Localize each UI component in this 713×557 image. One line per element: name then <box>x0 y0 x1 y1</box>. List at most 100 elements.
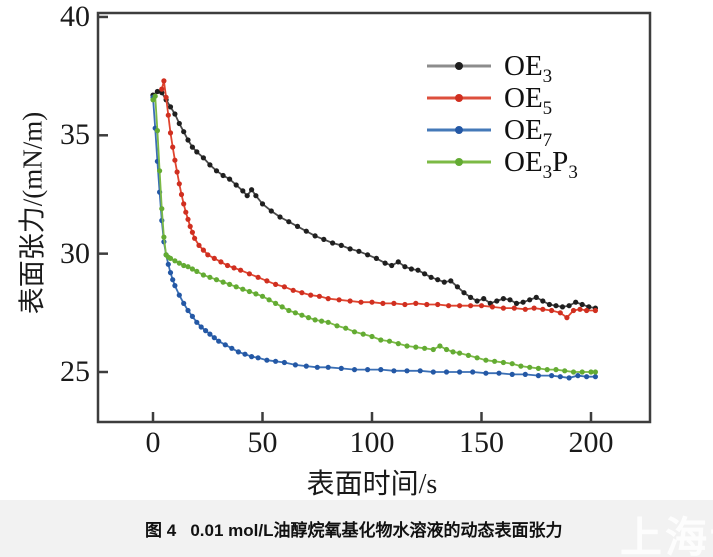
data-point-marker <box>189 144 195 150</box>
data-point-marker <box>249 354 255 360</box>
data-point-marker <box>454 284 460 290</box>
x-tick-label: 200 <box>568 426 614 459</box>
data-point-marker <box>347 298 353 304</box>
legend-label: OE5 <box>504 82 553 119</box>
data-point-marker <box>159 90 165 96</box>
data-point-marker <box>351 329 358 335</box>
data-point-marker <box>402 301 408 308</box>
data-point-marker <box>198 324 204 330</box>
legend-line-sample <box>427 126 491 134</box>
legend-label: OE3 <box>504 50 553 87</box>
data-point-marker <box>207 331 213 337</box>
data-point-marker <box>511 305 517 311</box>
data-point-marker <box>369 299 375 305</box>
data-point-marker <box>159 206 165 212</box>
data-point-marker <box>246 288 252 295</box>
data-point-marker <box>378 337 384 343</box>
data-point-marker <box>161 234 167 240</box>
data-point-marker <box>255 355 261 361</box>
data-point-marker <box>557 310 563 316</box>
data-point-marker <box>391 368 397 374</box>
data-point-marker <box>553 367 559 373</box>
data-point-marker <box>474 298 480 304</box>
data-point-marker <box>205 252 211 258</box>
x-tick-label: 0 <box>145 426 161 459</box>
data-point-marker <box>483 370 489 376</box>
data-point-marker <box>325 319 331 325</box>
data-point-marker <box>181 300 187 306</box>
data-point-marker <box>579 301 585 308</box>
data-point-marker <box>240 188 246 194</box>
data-point-marker <box>185 137 191 143</box>
data-point-marker <box>172 111 178 117</box>
data-point-marker <box>233 284 239 290</box>
legend-item-oe7: OE7 <box>427 114 578 150</box>
data-point-marker <box>509 371 515 377</box>
legend-item-oe3p3: OE3P3 <box>427 146 578 182</box>
data-point-marker <box>413 300 419 306</box>
data-point-marker <box>584 307 590 314</box>
data-point-marker <box>428 274 434 280</box>
data-point-marker <box>391 300 397 306</box>
data-point-marker <box>577 306 583 312</box>
data-point-marker <box>559 304 566 310</box>
x-tick-label: 50 <box>247 426 278 459</box>
data-point-marker <box>176 292 182 298</box>
legend-line-sample <box>427 94 491 102</box>
data-point-marker <box>176 120 182 127</box>
data-point-marker <box>233 182 239 188</box>
data-point-marker <box>152 93 158 99</box>
data-point-marker <box>417 368 423 374</box>
data-point-marker <box>535 373 542 379</box>
data-point-marker <box>154 88 160 95</box>
data-point-marker <box>457 350 463 356</box>
data-point-marker <box>540 298 546 304</box>
data-point-marker <box>203 328 209 334</box>
legend-line-sample <box>427 158 491 166</box>
data-point-marker <box>369 333 375 340</box>
data-point-marker <box>435 301 441 308</box>
data-point-marker <box>167 104 174 110</box>
data-point-marker <box>415 267 421 273</box>
data-point-marker <box>500 359 506 366</box>
data-point-marker <box>292 362 298 368</box>
data-point-marker <box>170 277 176 283</box>
data-point-marker <box>566 303 572 309</box>
data-point-marker <box>253 193 259 199</box>
data-point-marker <box>592 369 599 375</box>
data-point-marker <box>380 300 386 306</box>
data-point-marker <box>174 169 180 175</box>
data-point-marker <box>570 307 577 314</box>
data-point-marker <box>189 313 195 319</box>
data-point-marker <box>222 342 228 348</box>
data-point-marker <box>496 370 502 376</box>
data-point-marker <box>172 157 178 163</box>
data-point-marker <box>465 352 471 358</box>
data-point-marker <box>518 363 524 369</box>
data-point-marker <box>430 346 436 353</box>
data-point-marker <box>176 181 182 187</box>
data-point-marker <box>185 307 191 314</box>
data-point-marker <box>207 274 213 280</box>
data-point-marker <box>336 297 342 303</box>
data-point-marker <box>255 274 261 280</box>
data-point-marker <box>213 277 220 283</box>
data-point-marker <box>553 303 559 309</box>
data-point-marker <box>424 301 430 308</box>
data-point-marker <box>579 369 585 375</box>
data-point-marker <box>281 284 287 290</box>
data-point-marker <box>220 279 226 285</box>
data-point-marker <box>443 346 450 353</box>
data-point-marker <box>483 357 489 363</box>
data-point-marker <box>172 258 178 264</box>
data-point-marker <box>564 315 570 321</box>
data-point-marker <box>229 345 235 351</box>
data-point-marker <box>273 358 279 364</box>
data-point-marker <box>365 252 371 258</box>
data-point-marker <box>172 283 178 289</box>
data-point-marker <box>468 294 474 300</box>
data-point-marker <box>281 359 287 366</box>
data-point-marker <box>413 344 419 350</box>
data-point-marker <box>522 306 528 312</box>
data-point-marker <box>286 219 292 225</box>
